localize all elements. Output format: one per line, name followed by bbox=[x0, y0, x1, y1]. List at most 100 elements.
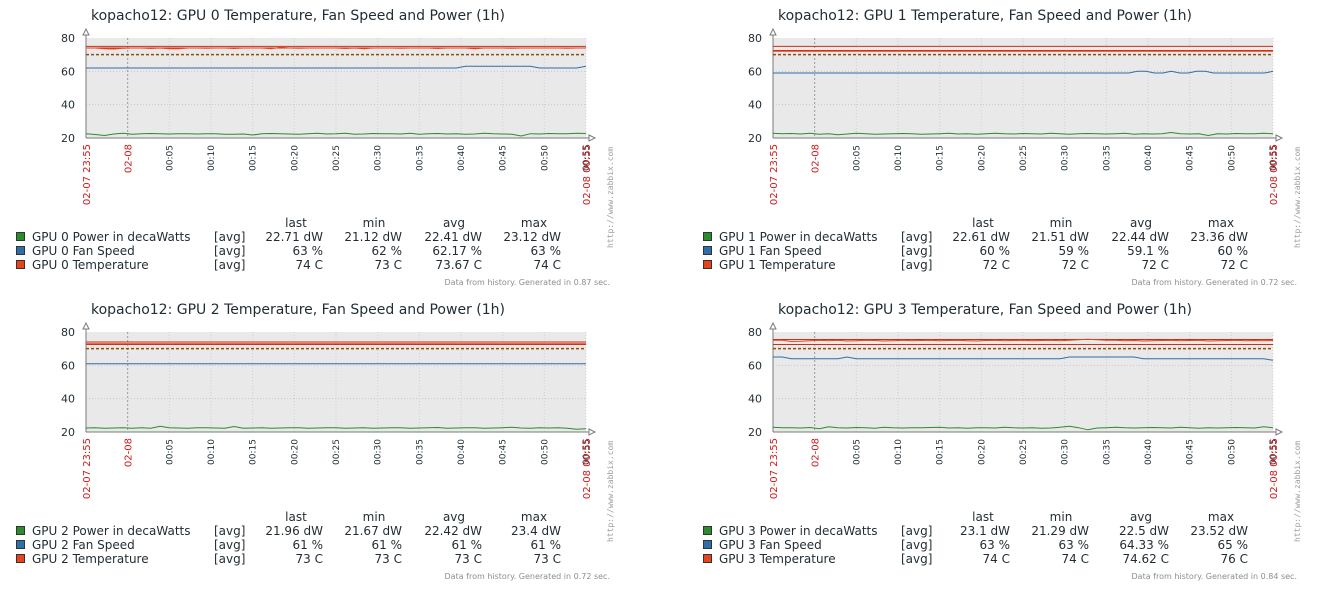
x-tick-label: 00:55 bbox=[582, 439, 592, 465]
legend-function: [avg] bbox=[901, 524, 933, 538]
y-tick-label: 80 bbox=[748, 326, 762, 339]
series-line-power bbox=[85, 425, 587, 430]
series-line-power bbox=[85, 132, 587, 137]
x-tick-label: 00:55 bbox=[1269, 439, 1279, 465]
legend-last-value: 74 C bbox=[982, 552, 1010, 566]
legend-swatch bbox=[16, 246, 25, 255]
legend-avg-value: 64.33 % bbox=[1119, 538, 1169, 552]
legend-header-last: last bbox=[285, 510, 307, 524]
generated-note: Data from history. Generated in 0.72 sec… bbox=[1131, 278, 1297, 287]
chart-title: kopacho12: GPU 1 Temperature, Fan Speed … bbox=[778, 8, 1192, 24]
x-tick-label: 00:45 bbox=[499, 145, 509, 171]
legend-last-value: 63 % bbox=[292, 244, 324, 258]
legend-last-value: 61 % bbox=[292, 538, 324, 552]
y-tick-label: 60 bbox=[61, 359, 75, 372]
x-tick-label: 00:15 bbox=[936, 439, 946, 465]
legend-series-name: GPU 0 Power in decaWatts bbox=[32, 230, 191, 244]
x-tick-label: 00:05 bbox=[165, 439, 175, 465]
legend-swatch bbox=[16, 554, 25, 563]
y-tick-label: 40 bbox=[61, 393, 75, 406]
legend-series-name: GPU 3 Fan Speed bbox=[719, 538, 822, 552]
x-tick-label: 00:40 bbox=[1144, 145, 1154, 171]
series-line-fan bbox=[773, 356, 1274, 361]
graph-gpu3: kopacho12: GPU 3 Temperature, Fan Speed … bbox=[687, 294, 1324, 588]
legend-header-max: max bbox=[1207, 216, 1235, 230]
x-tick-label: 00:50 bbox=[1227, 439, 1237, 465]
legend-min-value: 21.29 dW bbox=[1031, 524, 1089, 538]
legend-header-avg: avg bbox=[1129, 510, 1153, 524]
x-tick-label: 00:15 bbox=[249, 145, 259, 171]
x-tick-label: 00:05 bbox=[165, 145, 175, 171]
legend-header-avg: avg bbox=[442, 216, 466, 230]
legend-min-value: 59 % bbox=[1058, 244, 1090, 258]
y-tick-label: 40 bbox=[748, 99, 762, 112]
legend-row: GPU 2 Temperature [avg] 73 C 73 C 73 C 73 C bbox=[0, 552, 640, 566]
legend-row: GPU 1 Fan Speed [avg] 60 % 59 % 59.1 % 60 % bbox=[687, 244, 1324, 258]
legend: last min avg max GPU 1 Power in decaWatts [av… bbox=[687, 216, 1324, 276]
legend-series-name: GPU 1 Power in decaWatts bbox=[719, 230, 878, 244]
legend-max-value: 65 % bbox=[1217, 538, 1249, 552]
legend-header-min: min bbox=[1049, 216, 1073, 230]
legend: last min avg max GPU 2 Power in decaWatts [av… bbox=[0, 510, 640, 570]
series-line-temp bbox=[773, 338, 1274, 343]
x-tick-label: 00:05 bbox=[852, 439, 862, 465]
legend-avg-value: 73.67 C bbox=[435, 258, 482, 272]
legend-last-value: 23.1 dW bbox=[959, 524, 1010, 538]
legend-header-last: last bbox=[972, 510, 994, 524]
legend-header-last: last bbox=[972, 216, 994, 230]
legend-function: [avg] bbox=[214, 230, 246, 244]
legend-min-value: 62 % bbox=[371, 244, 403, 258]
x-end-label: 02-08 00:55 bbox=[1269, 438, 1280, 499]
x-tick-label: 00:45 bbox=[499, 439, 509, 465]
legend-swatch bbox=[703, 554, 712, 563]
chart-title: kopacho12: GPU 0 Temperature, Fan Speed … bbox=[91, 8, 505, 24]
x-tick-label: 00:40 bbox=[457, 145, 467, 171]
x-tick-label: 00:50 bbox=[540, 145, 550, 171]
y-tick-label: 20 bbox=[61, 132, 75, 145]
legend-max-value: 60 % bbox=[1217, 244, 1249, 258]
y-axis-arrow bbox=[82, 321, 90, 330]
y-axis-arrow bbox=[769, 27, 777, 36]
legend-last-value: 63 % bbox=[979, 538, 1011, 552]
y-tick-label: 20 bbox=[748, 426, 762, 439]
legend-swatch bbox=[16, 540, 25, 549]
legend-swatch bbox=[16, 232, 25, 241]
legend-series-name: GPU 1 Fan Speed bbox=[719, 244, 822, 258]
zabbix-watermark: http://www.zabbix.com bbox=[606, 146, 615, 248]
legend-swatch bbox=[16, 526, 25, 535]
y-tick-label: 60 bbox=[748, 359, 762, 372]
legend-series-name: GPU 2 Fan Speed bbox=[32, 538, 135, 552]
x-tick-label: 00:35 bbox=[1102, 145, 1112, 171]
x-tick-label: 00:55 bbox=[582, 145, 592, 171]
legend-min-value: 21.12 dW bbox=[344, 230, 402, 244]
y-axis-arrow bbox=[82, 27, 90, 36]
legend-swatch bbox=[16, 260, 25, 269]
legend-series-name: GPU 2 Temperature bbox=[32, 552, 149, 566]
x-end-label: 02-08 00:55 bbox=[582, 438, 593, 499]
x-axis-arrow bbox=[1275, 428, 1284, 436]
x-axis-arrow bbox=[1275, 134, 1284, 142]
legend-row: GPU 1 Power in decaWatts [avg] 22.61 dW 21.… bbox=[687, 230, 1324, 244]
legend-row: GPU 0 Power in decaWatts [avg] 22.71 dW 21.… bbox=[0, 230, 640, 244]
legend-row: GPU 3 Power in decaWatts [avg] 23.1 dW 21.2… bbox=[687, 524, 1324, 538]
graph-gpu0: kopacho12: GPU 0 Temperature, Fan Speed … bbox=[0, 0, 640, 294]
legend-header-avg: avg bbox=[442, 510, 466, 524]
x-end-label: 02-08 00:55 bbox=[1269, 144, 1280, 205]
legend: last min avg max GPU 3 Power in decaWatts [av… bbox=[687, 510, 1324, 570]
legend-function: [avg] bbox=[214, 244, 246, 258]
legend-last-value: 72 C bbox=[982, 258, 1010, 272]
y-tick-label: 80 bbox=[748, 32, 762, 45]
y-tick-label: 20 bbox=[748, 132, 762, 145]
x-tick-label: 00:35 bbox=[415, 439, 425, 465]
legend-function: [avg] bbox=[214, 524, 246, 538]
legend: last min avg max GPU 0 Power in decaWatts [av… bbox=[0, 216, 640, 276]
plot-area: 80 60 40 20 00:05 00:10 00:15 00:20 00:25 00:30 00… bbox=[61, 27, 597, 205]
x-tick-label: 00:35 bbox=[1102, 439, 1112, 465]
x-start-label: 02-07 23:55 bbox=[82, 438, 93, 499]
x-day-label: 02-08 bbox=[811, 144, 822, 173]
legend-row: GPU 1 Temperature [avg] 72 C 72 C 72 C 72 C bbox=[687, 258, 1324, 272]
legend-avg-value: 72 C bbox=[1141, 258, 1169, 272]
legend-header: last min avg max bbox=[0, 510, 640, 524]
legend-header-max: max bbox=[1207, 510, 1235, 524]
legend-row: GPU 0 Temperature [avg] 74 C 73 C 73.67 C 74 … bbox=[0, 258, 640, 272]
